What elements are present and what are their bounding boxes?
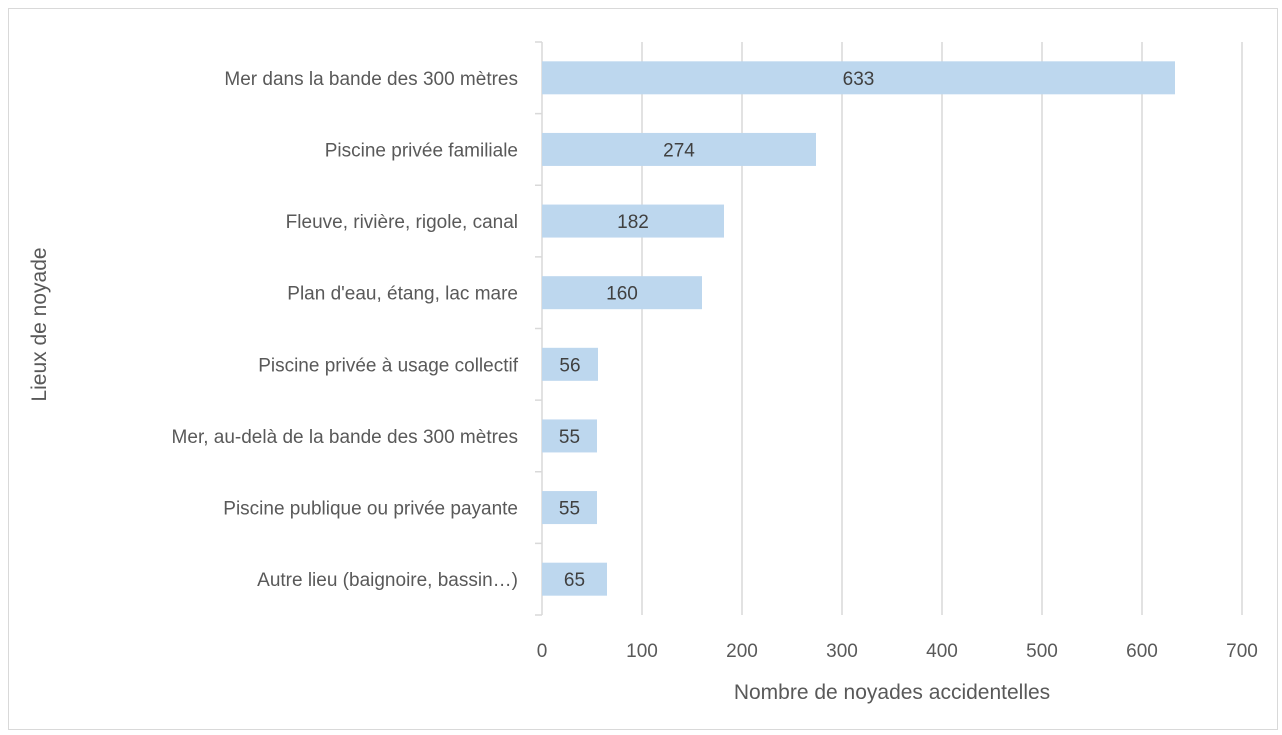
category-label: Plan d'eau, étang, lac mare: [287, 284, 518, 305]
x-tick-label: 600: [1126, 641, 1158, 662]
bar: [542, 491, 597, 525]
category-label: Piscine privée à usage collectif: [258, 355, 519, 376]
x-axis-title: Nombre de noyades accidentelles: [734, 681, 1050, 704]
y-axis-title: Lieux de noyade: [28, 247, 51, 401]
x-tick-label: 0: [537, 641, 548, 662]
x-tick-label: 700: [1226, 641, 1258, 662]
bar: [542, 419, 597, 453]
gridlines: [641, 42, 1243, 615]
x-tick-label: 100: [626, 641, 658, 662]
data-label: 55: [559, 499, 580, 520]
data-label: 274: [663, 140, 695, 161]
category-label: Piscine privée familiale: [325, 140, 518, 161]
category-label: Mer, au-delà de la bande des 300 mètres: [172, 427, 518, 448]
category-label: Mer dans la bande des 300 mètres: [224, 69, 518, 90]
data-label: 182: [617, 212, 649, 233]
category-label: Fleuve, rivière, rigole, canal: [286, 212, 518, 233]
data-label: 160: [606, 284, 638, 305]
bar: [542, 204, 724, 238]
x-tick-label: 400: [926, 641, 958, 662]
category-labels: Mer dans la bande des 300 mètres Piscine …: [172, 69, 519, 591]
category-axis: [535, 41, 543, 616]
value-tick-labels: 0 100 200 300 400 500 600 700: [537, 641, 1258, 662]
data-label: 65: [564, 570, 585, 591]
category-label: Autre lieu (baignoire, bassin…): [257, 570, 518, 591]
data-label: 633: [843, 69, 875, 90]
x-tick-label: 500: [1026, 641, 1058, 662]
category-label: Piscine publique ou privée payante: [223, 499, 518, 520]
bar: [542, 347, 598, 381]
data-label: 55: [559, 427, 580, 448]
bar: [542, 61, 1175, 95]
x-tick-label: 300: [826, 641, 858, 662]
x-tick-label: 200: [726, 641, 758, 662]
bar: [542, 562, 607, 596]
bar: [542, 276, 702, 310]
chart-frame: [8, 8, 1278, 730]
data-label: 56: [559, 355, 580, 376]
bar: [542, 132, 816, 166]
bars: 633 274 182 160 56 55 55 65: [542, 61, 1175, 596]
